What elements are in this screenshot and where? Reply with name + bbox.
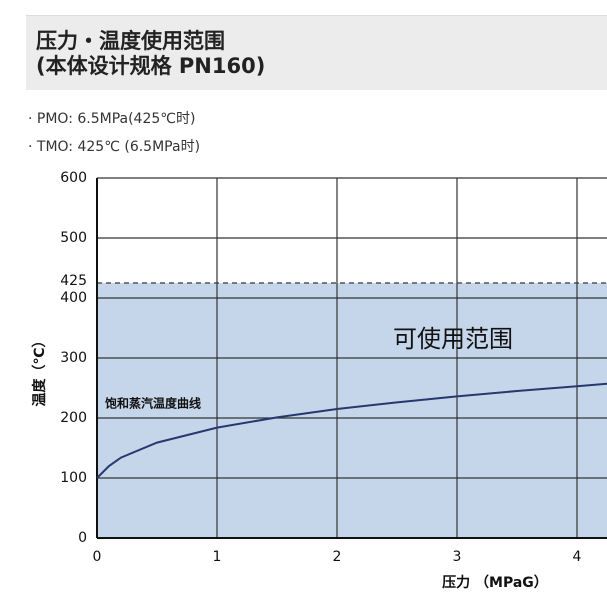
series-line [96,382,607,479]
x-tick-label: 1 [213,549,222,565]
usable-region [97,283,607,538]
title-line: (本体设计规格 PN160) [36,54,266,78]
y-tick-label: 600 [60,170,87,186]
header: 压力・温度使用范围 (本体设计规格 PN160) [26,15,607,90]
x-tick-label: 2 [333,549,342,565]
title-line: 压力・温度使用范围 [36,29,225,53]
x-axis-label: 压力 （MPaG） [442,574,548,591]
y-tick-label: 300 [60,350,87,366]
region-label: 可使用范围 [393,325,513,353]
y-axis-label: 温度（℃） [31,334,48,407]
x-tick-label: 3 [453,549,462,565]
x-tick-label: 4 [573,549,582,565]
series-label: 饱和蒸汽温度曲线 [105,396,201,411]
x-tick-label: 0 [93,549,102,565]
y-tick-label: 400 [60,290,87,306]
note: · PMO: 6.5MPa(425℃时) [28,111,196,127]
y-tick-label: 0 [78,530,87,546]
y-tick-label: 425 [60,273,87,289]
y-tick-label: 200 [60,410,87,426]
y-tick-label: 100 [60,470,87,486]
note: · TMO: 425℃ (6.5MPa时) [28,139,201,155]
y-tick-label: 500 [60,230,87,246]
